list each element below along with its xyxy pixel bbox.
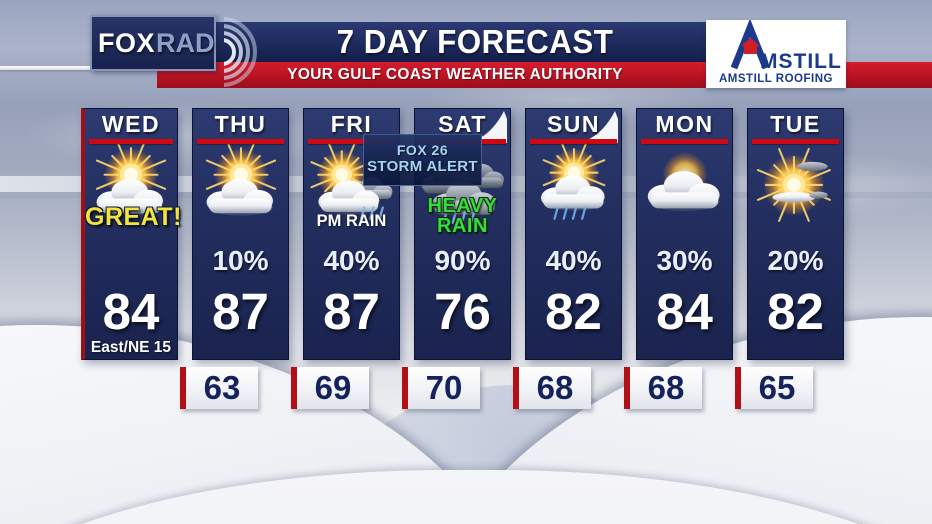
storm-alert-line1: FOX 26 (396, 142, 449, 158)
forecast-day-panel: SUN 40% 82 (525, 108, 622, 360)
mostly-sunny-icon (756, 147, 831, 222)
low-temp: 65 (758, 369, 796, 406)
day-divider-bar (197, 139, 284, 144)
low-temp-card: 69 (291, 367, 369, 409)
amstill-roofing-logo-icon: MSTILL AMSTILL ROOFING (719, 18, 842, 85)
high-temp: 84 (656, 283, 713, 340)
precip-chance: 40% (545, 245, 602, 276)
precip-chance: 90% (434, 245, 491, 276)
high-temp: 82 (545, 283, 602, 340)
precip-chance: 20% (767, 245, 824, 276)
storm-alert-line2: STORM ALERT (367, 158, 478, 175)
weather-icon-slot (748, 143, 843, 231)
low-temp: 70 (425, 369, 463, 406)
high-temp: 84 (102, 283, 160, 340)
forecast-day-column-sun: SUN 40% 82 68 (513, 108, 622, 409)
storm-alert-badge: FOX 26 STORM ALERT (363, 134, 482, 186)
low-temp: 68 (536, 369, 574, 406)
low-temp-card: 70 (402, 367, 480, 409)
page-subtitle: YOUR GULF COAST WEATHER AUTHORITY (287, 66, 623, 83)
weather-icon-slot (304, 143, 399, 231)
day-name: SAT (438, 111, 487, 137)
day-divider-bar (89, 139, 173, 144)
station-logo-rad-text: RAD (156, 27, 215, 58)
low-temp-card: 63 (180, 367, 258, 409)
condition-label: PM RAIN (316, 212, 387, 230)
station-logo: FOX RAD (90, 15, 216, 71)
low-temp: 63 (203, 369, 241, 406)
weather-icon-slot (637, 143, 732, 231)
radar-waves-icon (224, 17, 257, 87)
forecast-day-panel: TUE 20% 82 (747, 108, 844, 360)
condition-label: GREAT! (85, 203, 182, 231)
sponsor-wordmark: MSTILL (760, 50, 842, 73)
forecast-day-column-tue: TUE 20% 82 65 (735, 108, 844, 409)
low-temp-card: 65 (735, 367, 813, 409)
high-temp: 76 (434, 283, 491, 340)
day-divider-bar (530, 139, 617, 144)
weather-icon-slot (526, 143, 621, 231)
day-divider-bar (308, 139, 395, 144)
forecast-day-panel: MON 30% 84 (636, 108, 733, 360)
forecast-day-panel: THU 10% 87 (192, 108, 289, 360)
day-name: SUN (546, 111, 601, 137)
wind-label: East/NE 15 (90, 339, 172, 356)
pm-showers-icon (309, 144, 392, 220)
sun-behind-cloud-icon (95, 144, 167, 216)
day-name: FRI (330, 111, 373, 137)
day-name: TUE (770, 111, 821, 137)
day-divider-bar (752, 139, 839, 144)
high-temp: 82 (767, 283, 824, 340)
precip-chance: 30% (656, 245, 713, 276)
forecast-day-column-thu: THU 10% 87 63 (180, 108, 289, 409)
precip-chance: 40% (323, 245, 380, 276)
day-name: WED (101, 111, 161, 137)
weather-icon-slot (85, 143, 177, 231)
low-temp-card: 68 (624, 367, 702, 409)
low-temp-card: 68 (513, 367, 591, 409)
forecast-columns-row: WED GREAT! 84 East/NE 15 THU (81, 108, 844, 409)
day-name: MON (655, 111, 714, 137)
mostly-cloudy-icon (647, 152, 720, 212)
high-temp: 87 (212, 283, 269, 340)
forecast-day-panel: WED GREAT! 84 East/NE 15 (81, 108, 182, 360)
sponsor-logo: MSTILL AMSTILL ROOFING (706, 18, 846, 88)
forecast-day-column-wed: WED GREAT! 84 East/NE 15 (81, 108, 182, 360)
forecast-day-column-mon: MON 30% 84 68 (624, 108, 733, 409)
weather-icon-slot (193, 143, 288, 231)
low-temp: 69 (314, 369, 352, 406)
precip-chance: 10% (212, 245, 269, 276)
sun-behind-cloud-icon (205, 144, 276, 216)
page-title: 7 DAY FORECAST (336, 23, 614, 60)
condition-label: HEAVY RAIN (427, 195, 498, 237)
high-temp: 87 (323, 283, 380, 340)
header-swoosh-decoration (578, 111, 618, 143)
header-accent-line (0, 66, 158, 70)
header-swoosh-decoration (467, 111, 507, 143)
station-logo-fox-text: FOX (98, 27, 156, 58)
scattered-showers-icon (540, 144, 605, 220)
sponsor-caption: AMSTILL ROOFING (719, 73, 833, 85)
low-temp: 68 (647, 369, 685, 406)
day-name: THU (214, 111, 267, 137)
day-divider-bar (641, 139, 728, 144)
